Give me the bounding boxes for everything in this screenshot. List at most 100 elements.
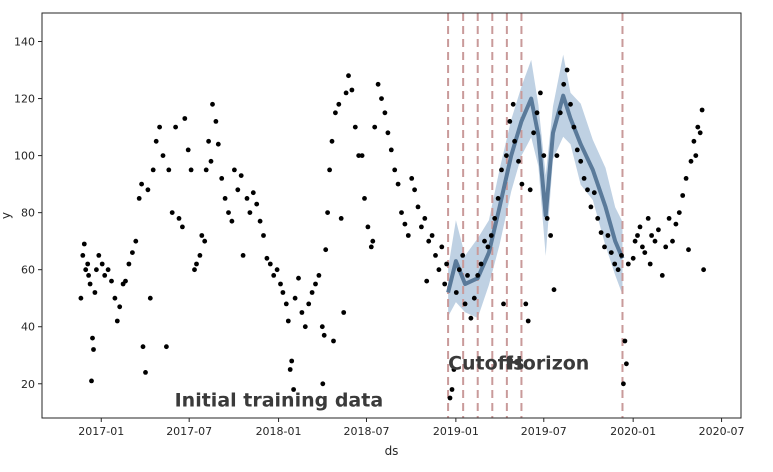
data-point (645, 216, 651, 221)
x-tick-label: 2019-07 (521, 425, 567, 438)
data-point (157, 124, 163, 130)
data-point (117, 304, 123, 310)
data-point (86, 273, 91, 278)
data-point (453, 290, 459, 295)
data-point (673, 221, 679, 227)
data-point (574, 147, 580, 153)
data-point (278, 281, 283, 287)
data-point (254, 201, 260, 207)
y-tick-label: 140 (14, 36, 35, 49)
data-point (544, 216, 550, 221)
y-tick-label: 120 (14, 93, 35, 106)
data-point (382, 110, 388, 116)
data-point (356, 153, 362, 159)
data-point (349, 87, 355, 93)
data-point (519, 181, 525, 187)
observation-points-layer (78, 67, 706, 401)
data-point (194, 261, 199, 267)
data-point (87, 281, 93, 287)
data-point (306, 301, 312, 307)
data-point (598, 230, 604, 236)
y-tick-label: 60 (21, 264, 35, 277)
data-point (343, 90, 349, 96)
data-point (192, 267, 197, 273)
data-point (621, 381, 626, 387)
data-point (697, 130, 703, 136)
data-point (166, 167, 172, 173)
data-point (226, 210, 231, 216)
data-point (591, 190, 597, 196)
data-point (460, 253, 466, 258)
data-point (99, 261, 105, 267)
data-point (325, 210, 330, 216)
data-point (160, 153, 166, 159)
data-point (578, 158, 584, 164)
data-point (447, 395, 453, 401)
data-point (229, 218, 235, 224)
data-point (250, 190, 256, 196)
data-point (647, 261, 653, 267)
data-point (449, 387, 455, 392)
data-point (488, 233, 494, 238)
data-point (153, 138, 159, 144)
data-point (499, 167, 504, 173)
data-point (419, 224, 424, 230)
data-point (663, 244, 669, 250)
data-point (388, 147, 394, 153)
data-point (323, 247, 329, 253)
data-point (338, 216, 344, 221)
x-tick-label: 2017-01 (78, 425, 124, 438)
data-point (608, 250, 614, 256)
data-point (462, 301, 468, 307)
data-point (180, 224, 185, 230)
data-point (213, 119, 219, 124)
y-axis-ticks: 20 40 60 80 100 120 140 (14, 36, 42, 391)
data-point (90, 335, 95, 341)
data-point (691, 138, 697, 144)
data-point (531, 130, 536, 136)
data-point (375, 81, 381, 87)
data-point (554, 153, 560, 159)
data-point (433, 253, 438, 258)
data-point (80, 253, 86, 258)
data-point (83, 267, 89, 273)
data-point (640, 244, 645, 250)
data-point (630, 255, 636, 261)
data-point (659, 273, 665, 278)
data-point (439, 244, 445, 250)
data-point (652, 238, 658, 244)
x-axis-ticks: 2017-01 2017-07 2018-01 2018-07 2019-01 2019-… (78, 418, 745, 438)
data-point (130, 250, 135, 256)
data-point (422, 216, 428, 221)
data-point (112, 295, 118, 301)
data-point (588, 204, 594, 210)
data-point (359, 153, 365, 159)
data-point (329, 138, 335, 144)
forecast-line-layer (446, 93, 625, 293)
data-point (612, 261, 618, 267)
data-point (302, 324, 308, 330)
data-point (666, 216, 672, 221)
data-point (85, 261, 91, 267)
data-point (622, 338, 628, 344)
data-point (173, 124, 179, 130)
data-point (372, 124, 378, 130)
data-point (368, 244, 374, 250)
data-point (471, 295, 477, 301)
data-point (143, 370, 148, 375)
data-point (405, 233, 411, 238)
data-point (316, 273, 322, 278)
data-point (150, 167, 156, 173)
x-tick-label: 2018-01 (256, 425, 302, 438)
data-point (395, 181, 401, 187)
data-point (365, 224, 371, 230)
data-point (525, 318, 531, 324)
data-point (412, 187, 417, 193)
data-point (215, 141, 221, 147)
data-point (615, 267, 621, 273)
data-point (637, 224, 643, 230)
data-point (199, 233, 205, 238)
x-axis-label: ds (385, 444, 399, 458)
